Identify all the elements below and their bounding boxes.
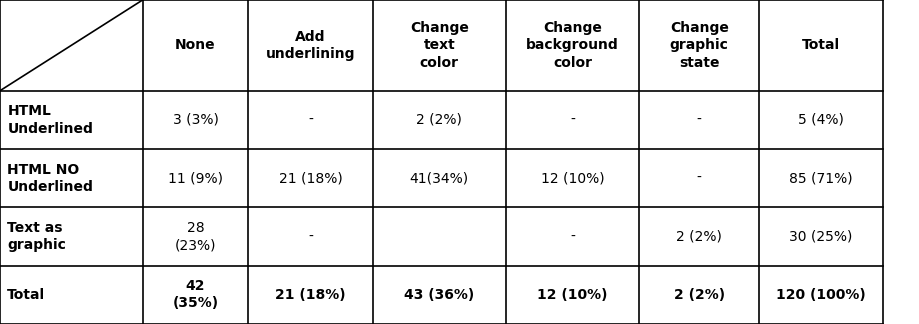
Text: -: - [696,113,701,127]
Text: Change
background
color: Change background color [526,21,618,70]
Text: Total: Total [801,38,839,52]
Text: 2 (2%): 2 (2%) [416,113,461,127]
Text: 120 (100%): 120 (100%) [776,288,865,302]
Text: Change
graphic
state: Change graphic state [669,21,728,70]
Text: 41(34%): 41(34%) [409,171,469,185]
Text: HTML
Underlined: HTML Underlined [7,104,93,135]
Text: 2 (2%): 2 (2%) [675,229,721,244]
Text: 42
(35%): 42 (35%) [172,279,219,310]
Text: Text as
graphic: Text as graphic [7,221,66,252]
Text: HTML NO
Underlined: HTML NO Underlined [7,163,93,194]
Text: 21 (18%): 21 (18%) [275,288,346,302]
Text: 43 (36%): 43 (36%) [403,288,474,302]
Text: None: None [175,38,216,52]
Text: 12 (10%): 12 (10%) [537,288,607,302]
Text: Add
underlining: Add underlining [266,30,355,61]
Text: 30 (25%): 30 (25%) [789,229,852,244]
Text: 12 (10%): 12 (10%) [540,171,604,185]
Text: 2 (2%): 2 (2%) [673,288,724,302]
Text: 85 (71%): 85 (71%) [789,171,852,185]
Text: Change
text
color: Change text color [410,21,468,70]
Text: -: - [308,113,312,127]
Text: 3 (3%): 3 (3%) [173,113,218,127]
Text: -: - [570,113,574,127]
Text: -: - [696,171,701,185]
Text: 5 (4%): 5 (4%) [798,113,843,127]
Text: -: - [308,229,312,244]
Text: -: - [570,229,574,244]
Text: Total: Total [7,288,45,302]
Text: 21 (18%): 21 (18%) [278,171,342,185]
Text: 11 (9%): 11 (9%) [168,171,222,185]
Text: 28
(23%): 28 (23%) [175,221,216,252]
